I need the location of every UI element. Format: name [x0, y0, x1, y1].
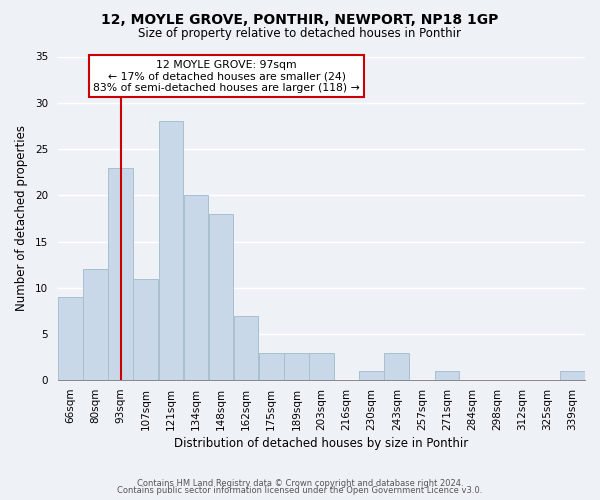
Bar — [385, 352, 409, 380]
Text: Contains HM Land Registry data © Crown copyright and database right 2024.: Contains HM Land Registry data © Crown c… — [137, 478, 463, 488]
Bar — [259, 352, 284, 380]
Y-axis label: Number of detached properties: Number of detached properties — [15, 126, 28, 312]
Bar — [133, 278, 158, 380]
Bar — [58, 297, 83, 380]
Text: Size of property relative to detached houses in Ponthir: Size of property relative to detached ho… — [139, 28, 461, 40]
Bar — [560, 371, 585, 380]
Bar — [209, 214, 233, 380]
Bar — [109, 168, 133, 380]
Bar — [359, 371, 384, 380]
Bar — [234, 316, 259, 380]
X-axis label: Distribution of detached houses by size in Ponthir: Distribution of detached houses by size … — [175, 437, 469, 450]
Bar — [434, 371, 459, 380]
Text: 12 MOYLE GROVE: 97sqm
← 17% of detached houses are smaller (24)
83% of semi-deta: 12 MOYLE GROVE: 97sqm ← 17% of detached … — [93, 60, 360, 93]
Bar — [284, 352, 308, 380]
Text: 12, MOYLE GROVE, PONTHIR, NEWPORT, NP18 1GP: 12, MOYLE GROVE, PONTHIR, NEWPORT, NP18 … — [101, 12, 499, 26]
Bar — [83, 270, 108, 380]
Bar — [309, 352, 334, 380]
Bar — [184, 196, 208, 380]
Bar — [158, 122, 183, 380]
Text: Contains public sector information licensed under the Open Government Licence v3: Contains public sector information licen… — [118, 486, 482, 495]
